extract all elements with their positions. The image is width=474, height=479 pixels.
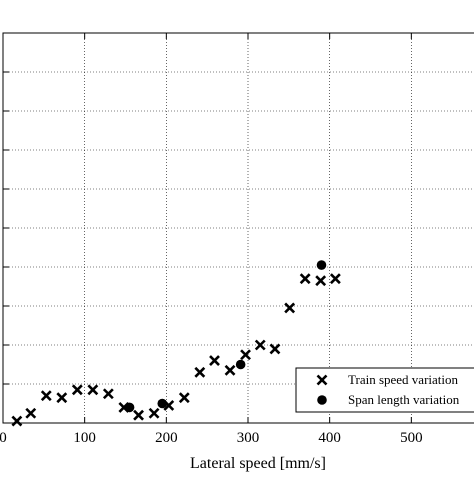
data-point-train-speed [133, 409, 144, 421]
data-point-train-speed [194, 366, 206, 378]
data-point-train-speed [329, 273, 341, 285]
x-tick-label: 400 [318, 430, 341, 446]
data-point-train-speed [71, 384, 83, 396]
x-tick-label: 500 [400, 430, 423, 446]
legend-dot-marker [317, 395, 327, 405]
legend-label-span-length: Span length variation [348, 392, 460, 407]
legend-label-train-speed: Train speed variation [348, 372, 458, 387]
data-point-train-speed [40, 390, 52, 402]
data-point-train-speed [25, 407, 37, 419]
data-point-span-length [235, 359, 246, 370]
data-point-train-speed [148, 407, 160, 419]
data-point-train-speed [87, 384, 99, 396]
data-points [11, 260, 341, 427]
x-axis-title: Lateral speed [mm/s] [190, 455, 326, 472]
data-point-train-speed [240, 349, 251, 361]
data-point-span-length [316, 260, 327, 270]
y-ticks [3, 32, 9, 424]
data-point-train-speed [269, 343, 281, 355]
data-point-train-speed [178, 392, 190, 404]
grid [3, 33, 474, 423]
data-point-train-speed [224, 364, 236, 376]
data-point-train-speed [299, 273, 311, 285]
legend-marker-span-length [317, 395, 327, 405]
data-point-train-speed [209, 355, 220, 367]
x-tick-label: 300 [237, 430, 260, 446]
legend-marker-train-speed [316, 374, 328, 386]
data-point-train-speed [315, 275, 327, 287]
data-point-train-speed [284, 302, 296, 314]
x-tick-label: 0 [0, 430, 7, 446]
x-axis: 0 100 200 300 400 500 [0, 33, 423, 446]
data-point-span-length [124, 402, 135, 413]
data-point-span-length [157, 398, 168, 409]
x-tick-label: 200 [155, 430, 178, 446]
data-point-train-speed [56, 392, 68, 404]
data-point-train-speed [11, 415, 23, 427]
legend: Train speed variation Span length variat… [295, 367, 474, 413]
data-point-train-speed [102, 388, 114, 400]
legend-x-marker [316, 374, 328, 386]
data-point-train-speed [254, 339, 266, 351]
x-tick-label: 100 [73, 430, 96, 446]
